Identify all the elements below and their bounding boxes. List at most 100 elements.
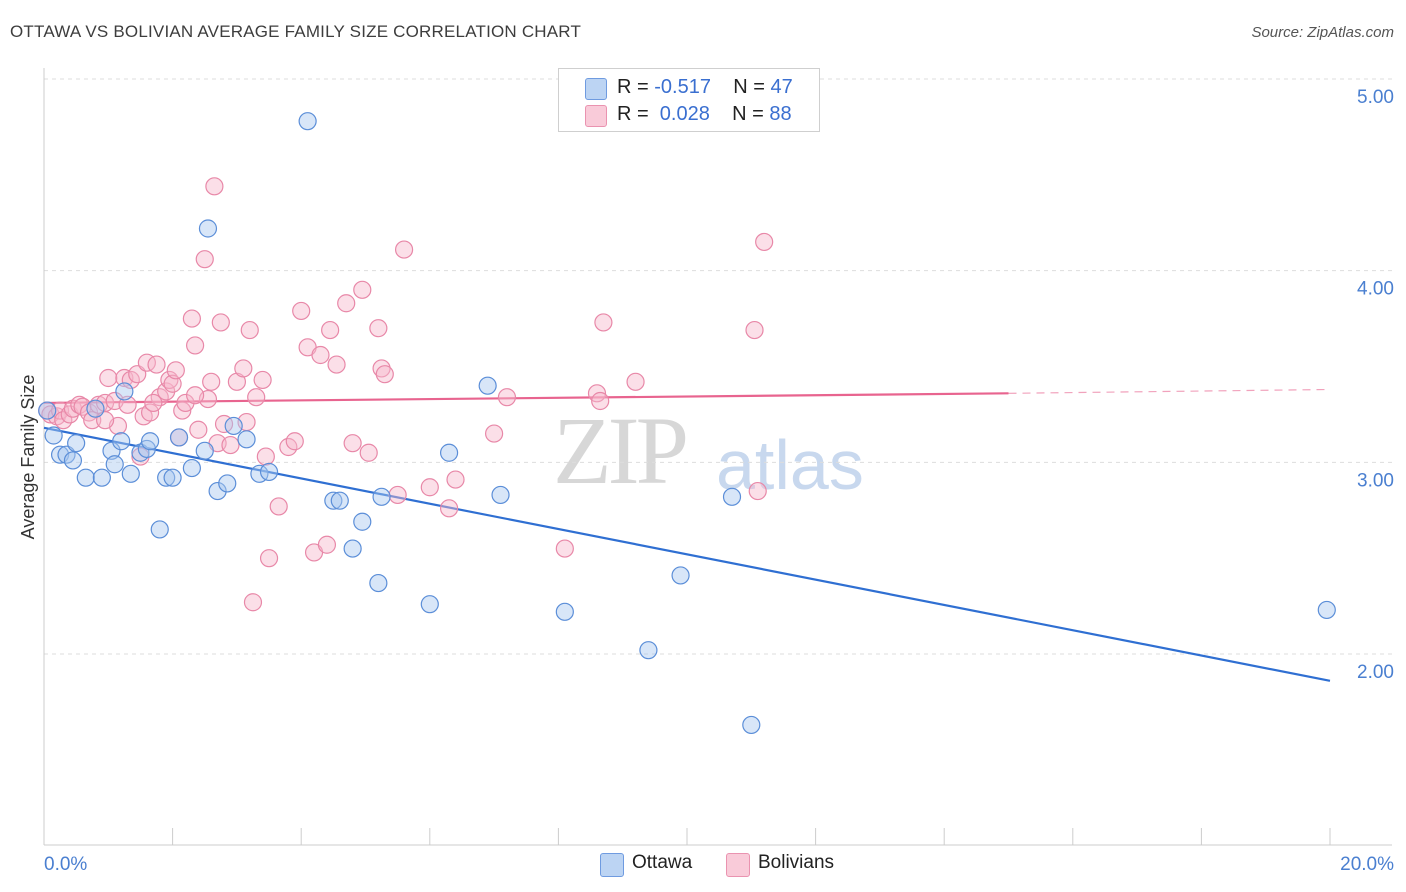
y-tick-label: 4.00 [1357, 279, 1394, 300]
legend-swatch-ottawa [585, 78, 607, 100]
trend-line-bolivians [43, 392, 1009, 405]
point-bolivians [337, 294, 356, 313]
point-bolivians [205, 177, 224, 196]
point-bolivians [256, 447, 275, 466]
point-ottawa [163, 468, 182, 487]
legend-swatch-bolivians [585, 105, 607, 127]
point-bolivians [485, 424, 504, 443]
point-bolivians [359, 443, 378, 462]
trend-line-bolivians-extension [1008, 388, 1331, 394]
point-bolivians [144, 393, 163, 413]
point-bolivians [317, 535, 337, 554]
trend-line-ottawa [43, 426, 1331, 682]
point-bolivians [240, 320, 259, 340]
bottom-legend-label-ottawa: Ottawa [632, 852, 693, 873]
point-bolivians [591, 391, 610, 411]
y-tick-label: 3.00 [1357, 470, 1394, 491]
correlation-legend: R = -0.517 N = 47 R = 0.028 N = 88 [558, 68, 820, 132]
point-bolivians [166, 361, 185, 380]
point-bolivians [372, 359, 391, 378]
point-bolivians [189, 420, 208, 439]
point-ottawa [182, 458, 201, 478]
point-bolivians [394, 240, 414, 259]
point-bolivians [594, 313, 613, 332]
point-ottawa [63, 451, 83, 470]
point-ottawa [92, 468, 111, 487]
point-ottawa [369, 573, 388, 593]
point-bolivians [118, 395, 137, 414]
point-bolivians [327, 355, 346, 374]
point-bolivians [83, 411, 102, 430]
point-ottawa [208, 481, 227, 501]
point-ottawa [420, 595, 439, 614]
point-ottawa [478, 376, 497, 395]
point-bolivians [186, 386, 205, 405]
point-bolivians [253, 370, 272, 390]
point-ottawa [218, 474, 237, 493]
legend-n-value-bolivians: 88 [769, 103, 792, 125]
bottom-legend-swatch-ottawa [600, 853, 624, 877]
x-tick-label: 20.0% [1340, 854, 1394, 875]
legend-r-value-ottawa: -0.517 [654, 76, 711, 98]
point-bolivians [755, 232, 774, 252]
point-bolivians [285, 432, 304, 451]
point-bolivians [292, 301, 311, 321]
point-ottawa [150, 520, 169, 539]
point-bolivians [195, 250, 214, 269]
point-bolivians [375, 365, 394, 384]
point-ottawa [105, 455, 124, 474]
point-ottawa [115, 382, 134, 401]
point-bolivians [369, 319, 388, 338]
point-bolivians [269, 497, 288, 516]
legend-r-label: R = [617, 103, 655, 125]
point-ottawa [722, 487, 742, 506]
point-bolivians [176, 393, 195, 413]
point-bolivians [497, 388, 517, 407]
point-ottawa [198, 219, 218, 238]
point-ottawa [324, 491, 343, 510]
point-ottawa [1317, 600, 1336, 620]
data-points [38, 112, 1336, 735]
legend-r-label: R = [617, 76, 655, 98]
point-ottawa [76, 468, 95, 487]
point-ottawa [86, 399, 105, 418]
point-ottawa [639, 641, 658, 660]
point-bolivians [321, 320, 340, 340]
point-ottawa [353, 512, 372, 531]
tick-labels: 2.00 3.00 4.00 5.00 0.0% 20.0% Average Family … [18, 87, 1394, 875]
point-ottawa [121, 464, 140, 483]
point-ottawa [237, 430, 256, 449]
point-bolivians [243, 593, 263, 612]
point-bolivians [626, 372, 645, 391]
point-ottawa [140, 432, 160, 451]
point-bolivians [388, 485, 407, 505]
chart-title: OTTAWA VS BOLIVIAN AVERAGE FAMILY SIZE C… [10, 22, 582, 41]
bottom-legend-label-bolivians: Bolivians [758, 852, 835, 873]
point-bolivians [211, 313, 230, 332]
point-bolivians [99, 368, 118, 388]
y-axis-label: Average Family Size [18, 375, 38, 540]
y-tick-label: 2.00 [1357, 662, 1394, 683]
point-bolivians [311, 345, 330, 365]
point-ottawa [372, 487, 391, 506]
point-bolivians [420, 478, 439, 497]
point-ottawa [195, 441, 214, 460]
legend-r-value-bolivians: 0.028 [654, 103, 710, 125]
point-bolivians [186, 336, 205, 355]
trend-lines [43, 388, 1331, 682]
point-bolivians [234, 359, 253, 378]
point-bolivians [353, 280, 372, 299]
watermark-atlas: atlas [716, 426, 864, 504]
x-tick-label: 0.0% [44, 854, 87, 875]
point-ottawa [742, 715, 761, 735]
axes [43, 68, 1392, 846]
point-ottawa [439, 443, 459, 462]
point-ottawa [102, 441, 121, 460]
point-ottawa [224, 416, 243, 436]
point-bolivians [163, 374, 182, 393]
point-bolivians [555, 539, 574, 558]
point-ottawa [112, 432, 131, 451]
point-ottawa [491, 485, 510, 505]
point-bolivians [182, 309, 201, 328]
point-ottawa [671, 566, 690, 585]
